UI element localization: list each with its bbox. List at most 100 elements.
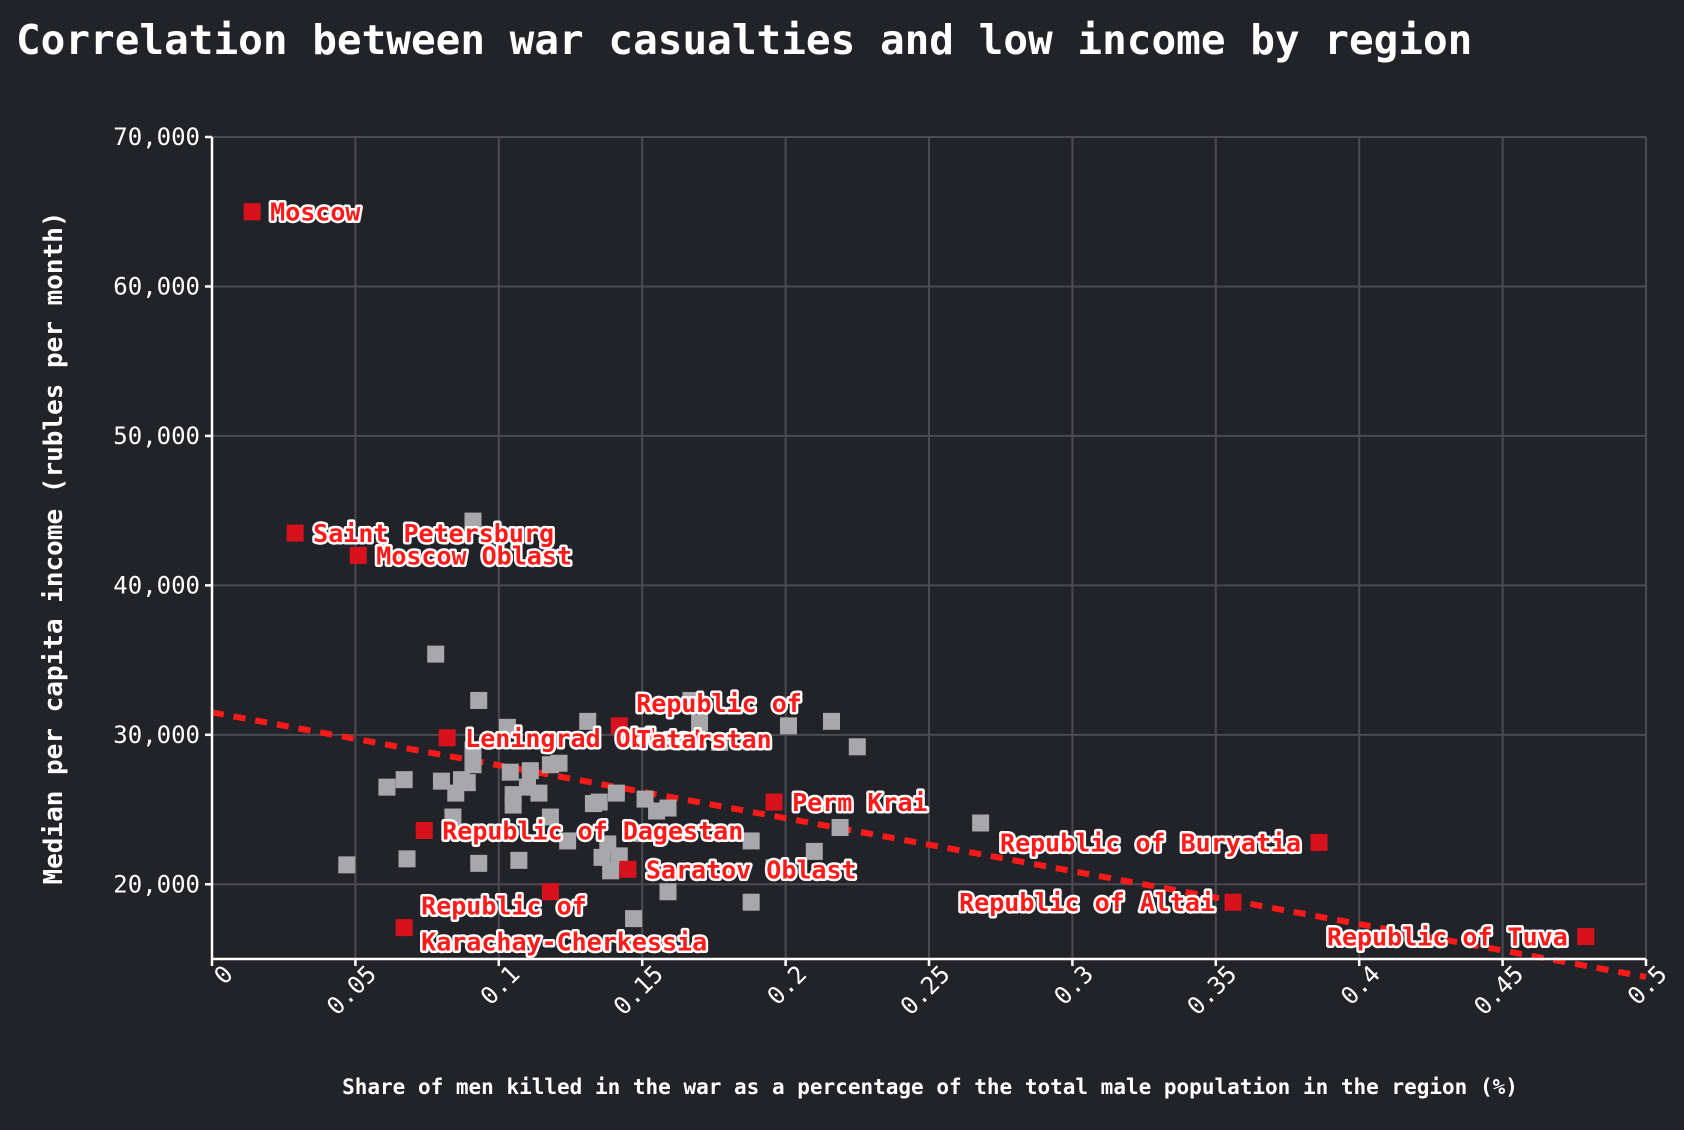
data-point <box>822 712 840 730</box>
y-tick-label: 20,000 <box>113 870 200 898</box>
data-point <box>805 842 823 860</box>
highlighted-point <box>765 793 783 811</box>
data-point <box>470 691 488 709</box>
x-tick-label: 0.25 <box>895 960 956 1021</box>
x-tick-labels: 0 0.05 0.1 0.15 0.2 0.25 0.3 0.35 0.4 0.45 0.5 <box>209 960 1673 1021</box>
highlighted-point <box>286 524 304 542</box>
data-point <box>602 862 620 880</box>
data-point <box>378 778 396 796</box>
data-point <box>607 784 625 802</box>
highlighted-point <box>415 821 433 839</box>
data-point <box>610 847 628 865</box>
axes <box>205 135 1648 966</box>
x-tick-label: 0.2 <box>762 960 812 1010</box>
data-point <box>691 714 709 732</box>
y-tick-label: 60,000 <box>113 272 200 300</box>
trendline-group <box>211 709 1647 980</box>
highlighted-point <box>395 919 413 937</box>
data-point <box>593 848 611 866</box>
highlighted-point <box>619 860 637 878</box>
highlighted-point <box>1224 893 1242 911</box>
data-point <box>470 854 488 872</box>
data-point <box>504 796 522 814</box>
x-tick-label: 0.1 <box>475 960 525 1010</box>
y-tick-labels: 20,000 30,000 40,000 50,000 60,000 70,000 <box>113 123 200 898</box>
data-point <box>498 718 516 736</box>
point-label: Republic of Buryatia <box>1000 828 1301 857</box>
x-tick-label: 0.15 <box>608 960 669 1021</box>
data-point <box>501 763 519 781</box>
y-tick-label: 40,000 <box>113 571 200 599</box>
data-point <box>659 883 677 901</box>
highlighted-point <box>1577 928 1595 946</box>
point-label-line: Republic of <box>421 892 587 921</box>
data-point <box>530 784 548 802</box>
data-point <box>464 741 482 759</box>
x-axis-title: Share of men killed in the war as a perc… <box>342 1075 1518 1099</box>
data-point <box>432 772 450 790</box>
data-point <box>395 771 413 789</box>
data-point <box>711 733 729 751</box>
data-point <box>550 754 568 772</box>
chart-title: Correlation between war casualties and l… <box>16 16 1472 64</box>
data-point <box>848 738 866 756</box>
data-point <box>682 691 700 709</box>
point-label: Republic of Dagestan <box>442 816 743 845</box>
data-point <box>458 774 476 792</box>
y-tick-label: 70,000 <box>113 123 200 151</box>
data-point <box>625 910 643 928</box>
x-tick-label: 0.4 <box>1335 960 1385 1010</box>
y-tick-label: 50,000 <box>113 422 200 450</box>
data-point <box>521 762 539 780</box>
highlighted-point <box>243 203 261 221</box>
data-point <box>742 832 760 850</box>
x-tick-label: 0.3 <box>1049 960 1099 1010</box>
x-tick-label: 0.45 <box>1469 960 1530 1021</box>
data-point <box>541 808 559 826</box>
point-label: Republic of Tuva <box>1327 923 1568 952</box>
data-point <box>779 717 797 735</box>
point-label-line: Tatarstan <box>636 725 771 754</box>
data-point <box>444 808 462 826</box>
data-point <box>659 799 677 817</box>
highlighted-points <box>243 203 1595 946</box>
highlighted-point <box>610 717 628 735</box>
point-label-line: Karachay-Cherkessia <box>421 928 707 957</box>
point-label: Republic of Karachay-Cherkessia <box>421 892 707 957</box>
data-point <box>831 818 849 836</box>
y-axis-title: Median per capita income (rubles per mon… <box>39 211 69 884</box>
data-point <box>559 832 577 850</box>
highlighted-point <box>438 729 456 747</box>
trendline <box>211 709 1647 980</box>
point-label: Moscow <box>270 198 361 227</box>
data-point <box>590 793 608 811</box>
data-point <box>464 512 482 530</box>
point-label: Leningrad Oblast <box>465 724 706 753</box>
point-label: Saratov Oblast <box>646 855 857 884</box>
point-label: Perm Krai <box>792 788 927 817</box>
data-point <box>510 851 528 869</box>
data-point <box>765 859 783 877</box>
data-point <box>398 850 416 868</box>
y-tick-label: 30,000 <box>113 721 200 749</box>
x-tick-label: 0.5 <box>1622 960 1672 1010</box>
data-point <box>742 893 760 911</box>
highlighted-point <box>349 546 367 564</box>
data-point <box>338 856 356 874</box>
point-label: Republic of Tatarstan <box>636 689 802 754</box>
data-point <box>464 756 482 774</box>
point-label: Moscow Oblast <box>376 541 572 570</box>
data-point <box>427 645 445 663</box>
x-tick-label: 0 <box>209 960 239 990</box>
other-points <box>338 512 990 928</box>
x-tick-label: 0.35 <box>1182 960 1243 1021</box>
point-label: Republic of Altai <box>959 888 1215 917</box>
data-point <box>633 824 651 842</box>
data-point <box>972 814 990 832</box>
x-tick-label: 0.05 <box>321 960 382 1021</box>
highlighted-point <box>1310 833 1328 851</box>
point-label: Saint Petersburg <box>313 519 554 548</box>
data-point <box>579 712 597 730</box>
